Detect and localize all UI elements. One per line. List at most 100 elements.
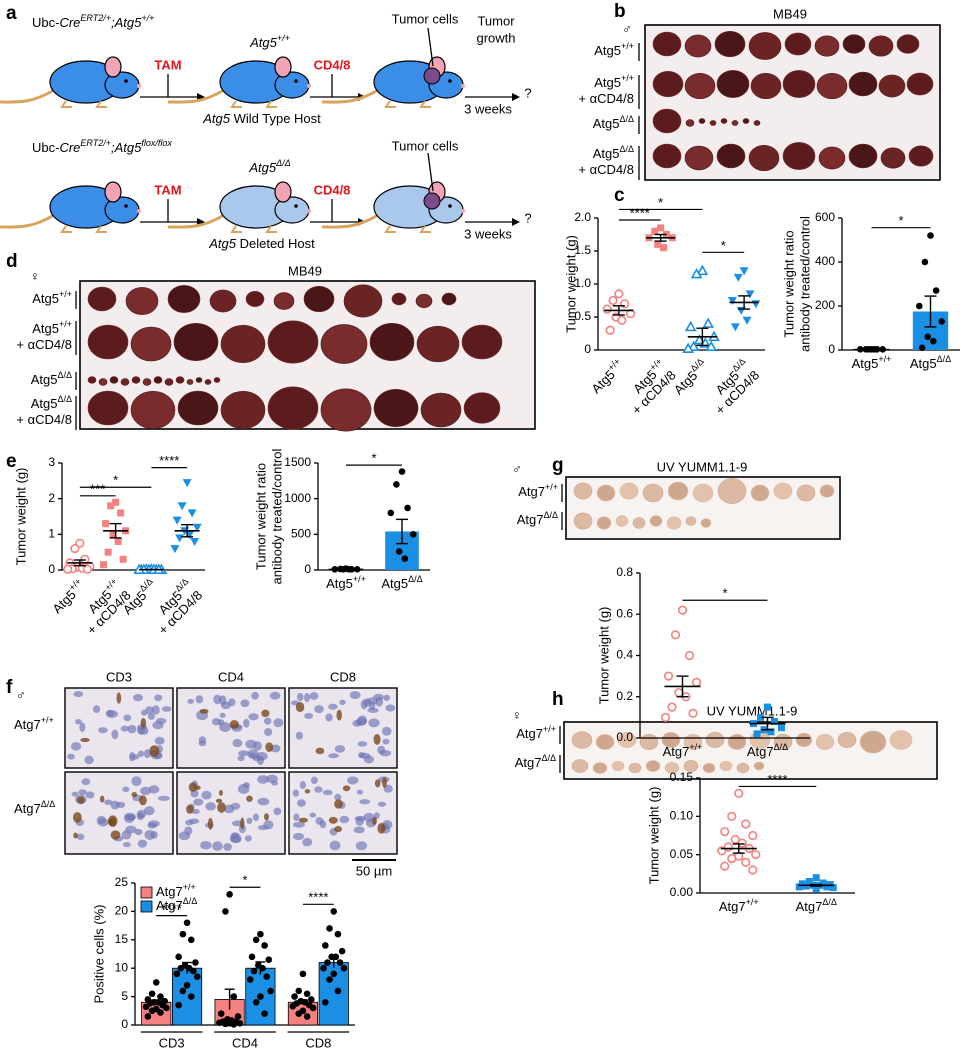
nucleus — [334, 745, 346, 753]
y-tick-label: 15 — [115, 932, 129, 946]
tumor — [906, 72, 934, 96]
data-point — [741, 857, 751, 867]
tumor — [880, 147, 906, 169]
y-tick-label: 25 — [115, 875, 129, 889]
text-segment: Δ/Δ — [41, 799, 56, 809]
data-point — [222, 1020, 229, 1028]
nucleus — [314, 705, 324, 714]
mouse-eye — [124, 204, 128, 208]
y-axis-label: Tumor weight (g) — [596, 607, 611, 705]
tumor — [652, 108, 682, 134]
nucleus — [297, 799, 306, 807]
y-tick-label: 200 — [815, 298, 835, 312]
row-label: Atg7Δ/Δ — [515, 753, 556, 770]
tumor — [423, 192, 441, 210]
mouse-nose — [137, 84, 141, 88]
data-point — [299, 970, 307, 978]
tumor — [652, 143, 682, 169]
y-tick-label: 3 — [48, 455, 55, 469]
y-tick-label: 10 — [115, 960, 129, 974]
legend-label: Atg7+/+ — [156, 882, 196, 899]
y-tick-label: 1000 — [284, 491, 311, 505]
data-point — [748, 865, 758, 875]
tumor — [750, 484, 770, 502]
row-label: Atg7Δ/Δ — [14, 799, 55, 816]
nucleus — [273, 718, 284, 728]
text-segment: Atg5 — [852, 356, 879, 371]
text-segment: Δ/Δ — [543, 510, 558, 520]
row-label: Atg5Δ/Δ — [593, 114, 634, 131]
y-tick-label: 1.5 — [574, 243, 591, 257]
y-tick-label: 0.8 — [616, 565, 633, 579]
tumor — [700, 518, 712, 528]
row-label: Atg5Δ/Δ + αCD4/8 — [13, 394, 72, 427]
text-segment: Atg5 — [32, 291, 59, 306]
data-point — [187, 509, 197, 518]
nucleus — [154, 694, 163, 702]
data-point — [739, 267, 749, 276]
data-point — [230, 1021, 238, 1028]
tumor — [596, 516, 612, 530]
tumor — [652, 70, 684, 98]
nucleus — [232, 738, 243, 748]
tumor — [87, 286, 117, 312]
text-segment: Δ/Δ — [57, 370, 72, 380]
nucleus — [237, 755, 245, 762]
data-point — [401, 555, 409, 562]
tumor — [173, 322, 219, 361]
column-label: CD3 — [106, 669, 132, 684]
nucleus — [302, 837, 313, 847]
significance-label: **** — [767, 772, 787, 787]
data-point — [720, 861, 730, 871]
tumor — [842, 34, 866, 54]
mouse-tail — [167, 88, 225, 104]
nucleus — [92, 705, 101, 714]
text-segment: Cre — [59, 15, 80, 30]
nucleus — [251, 691, 259, 700]
tumor — [617, 732, 637, 748]
mouse-foot — [95, 225, 107, 233]
panel-label: g — [552, 455, 564, 476]
nucleus — [154, 736, 165, 745]
text-segment: + αCD4/8 — [13, 412, 72, 427]
x-tick-label: Atg5Δ/Δ — [381, 574, 422, 591]
stained-cell — [372, 816, 377, 825]
mouse-tail — [321, 213, 379, 229]
nucleus — [131, 776, 142, 787]
tumor — [109, 376, 119, 384]
tumor — [815, 734, 835, 750]
stained-cell — [73, 832, 78, 839]
y-tick-label: 0 — [584, 342, 591, 356]
data-point — [336, 959, 344, 966]
data-point — [250, 967, 258, 975]
data-point — [688, 708, 698, 718]
tumor — [709, 120, 717, 126]
tumor — [391, 292, 407, 306]
text-segment: Atg7 — [518, 484, 545, 499]
arrow-head — [512, 218, 520, 226]
data-point — [393, 481, 400, 488]
y-tick-label: 0.2 — [616, 689, 633, 703]
nucleus — [352, 719, 362, 727]
nucleus — [325, 713, 333, 722]
sex-symbol: ♂ — [16, 687, 26, 702]
sex-symbol: ♂ — [512, 461, 522, 476]
data-point — [395, 548, 403, 555]
y-tick-label: 0.4 — [616, 648, 633, 662]
text-segment: Δ/Δ — [619, 114, 634, 124]
row-label: Atg5Δ/Δ — [31, 370, 72, 387]
nucleus — [356, 789, 363, 795]
data-point — [82, 564, 92, 574]
data-point — [916, 302, 923, 310]
nucleus — [187, 698, 194, 704]
data-point — [795, 883, 803, 891]
nucleus — [273, 807, 282, 816]
nucleus — [304, 692, 311, 703]
sex-symbol: ♀ — [30, 268, 40, 283]
y-axis-label: antibody treated/control — [269, 448, 284, 584]
x-tick-label: Atg5+/+ — [48, 576, 88, 616]
y-tick-label: 1 — [48, 527, 55, 541]
legend-label: Atg7Δ/Δ — [156, 896, 197, 913]
data-point — [404, 504, 411, 512]
row-label: Atg5+/+ + αCD4/8 — [13, 319, 72, 352]
